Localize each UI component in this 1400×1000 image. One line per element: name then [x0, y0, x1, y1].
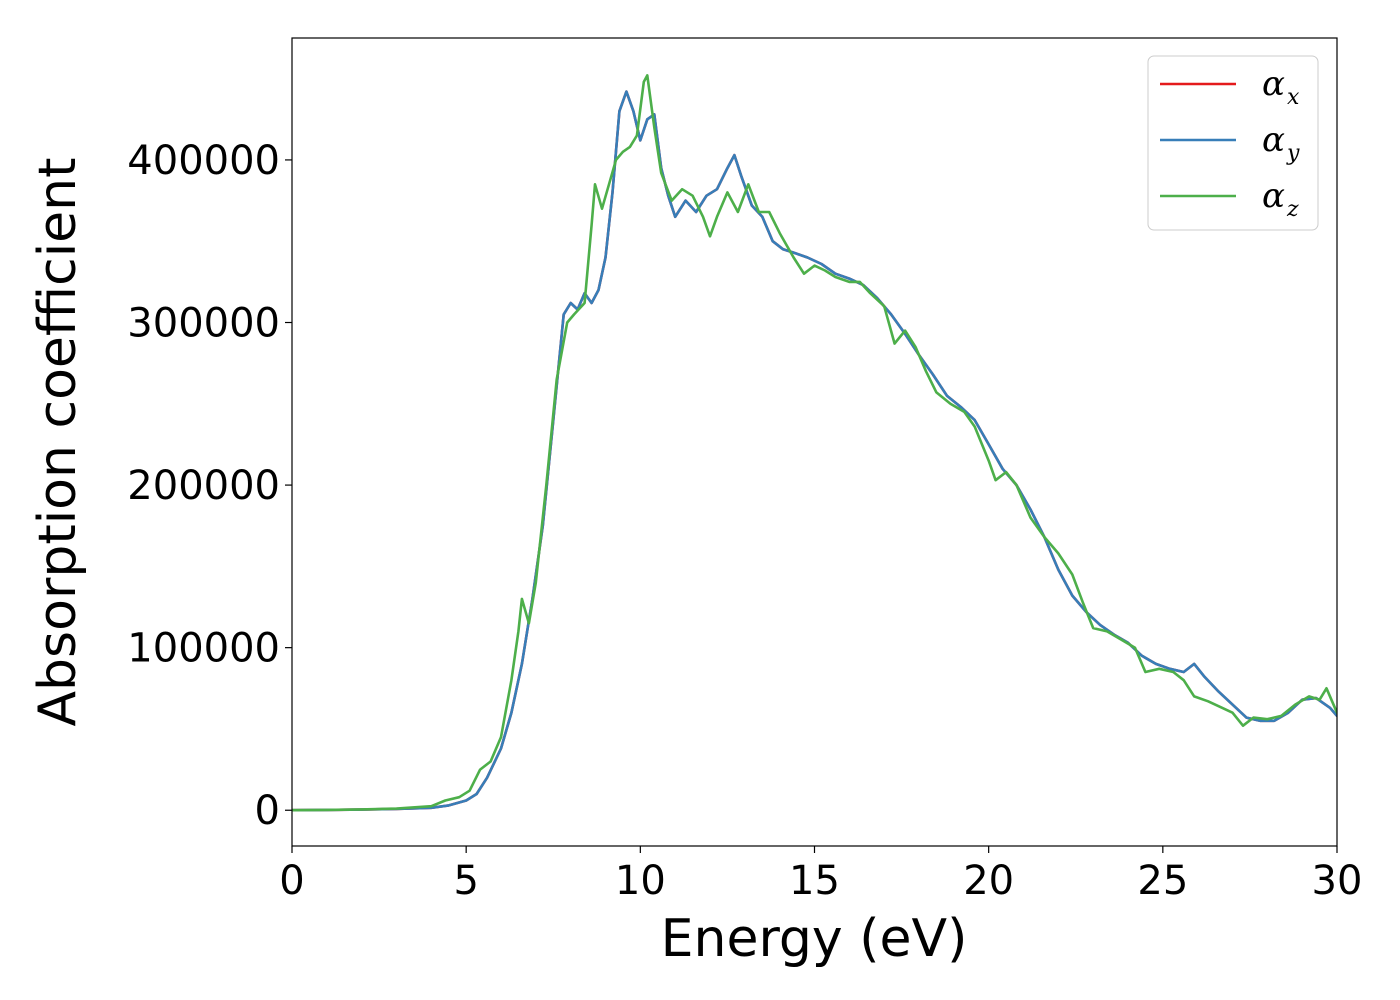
y-axis-title: Absorption coefficient — [28, 157, 88, 726]
y-tick-label: 400000 — [127, 138, 280, 184]
legend-label-subscript: y — [1286, 141, 1300, 166]
x-tick-label: 0 — [279, 858, 304, 904]
x-tick-label: 30 — [1312, 858, 1363, 904]
x-tick-label: 5 — [453, 858, 478, 904]
x-tick-label: 15 — [789, 858, 840, 904]
y-tick-label: 200000 — [127, 463, 280, 509]
y-tick-label: 100000 — [127, 626, 280, 672]
x-tick-label: 25 — [1137, 858, 1188, 904]
x-tick-label: 10 — [615, 858, 666, 904]
series-layer — [292, 74, 1337, 812]
legend-label-base: α — [1262, 64, 1285, 104]
x-tick-label: 20 — [963, 858, 1014, 904]
y-tick-label: 0 — [255, 788, 280, 834]
y-tick-label: 300000 — [127, 301, 280, 347]
legend-label-z: αz — [1262, 176, 1299, 222]
x-axis-title: Energy (eV) — [661, 909, 968, 969]
legend-label-base: α — [1262, 176, 1285, 216]
legend-label-subscript: z — [1286, 197, 1299, 222]
legend-label-y: αy — [1262, 120, 1300, 166]
legend-label-base: α — [1262, 120, 1285, 160]
legend-box — [1147, 55, 1319, 231]
y-axis: 0 100000 200000 300000 400000 — [127, 138, 292, 834]
series-line-z — [292, 74, 1337, 812]
legend-label-subscript: x — [1287, 85, 1300, 110]
legend-label-x: αx — [1262, 64, 1300, 110]
x-axis: 0 5 10 15 20 25 30 — [279, 846, 1362, 904]
